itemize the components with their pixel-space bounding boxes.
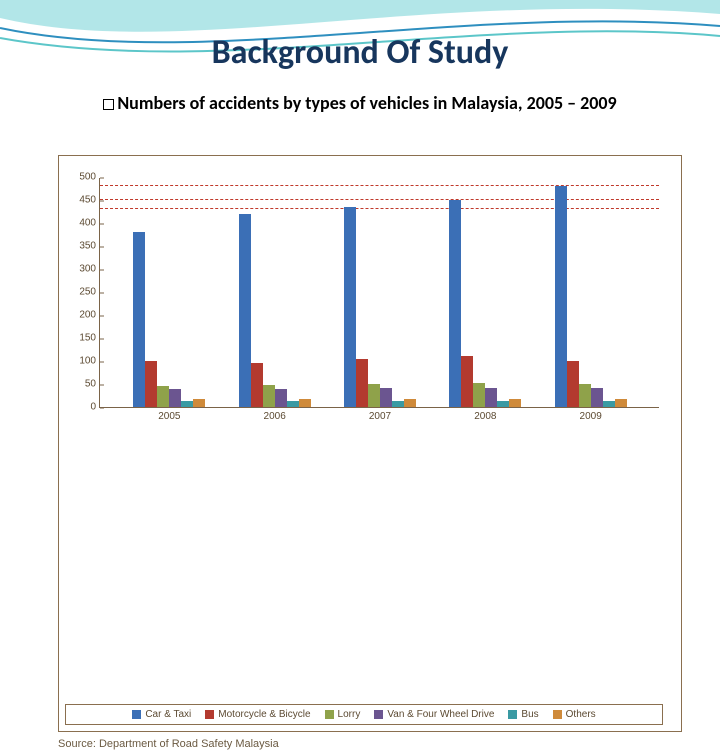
y-tick: 50 bbox=[85, 379, 100, 390]
legend-item: Lorry bbox=[325, 709, 361, 720]
legend-item: Motorcycle & Bicycle bbox=[205, 709, 310, 720]
y-tick: 0 bbox=[90, 402, 100, 413]
bar bbox=[473, 383, 485, 407]
y-tick: 200 bbox=[79, 310, 100, 321]
bar bbox=[380, 388, 392, 407]
bar bbox=[181, 401, 193, 407]
bar bbox=[567, 361, 579, 407]
x-tick-label: 2009 bbox=[580, 411, 602, 422]
bullet-icon bbox=[103, 99, 114, 110]
y-tick: 400 bbox=[79, 218, 100, 229]
legend-label: Lorry bbox=[338, 709, 361, 720]
bar-group bbox=[133, 232, 205, 407]
bar bbox=[275, 389, 287, 407]
legend-item: Bus bbox=[508, 709, 538, 720]
legend-label: Motorcycle & Bicycle bbox=[218, 709, 310, 720]
bar bbox=[615, 399, 627, 407]
bar bbox=[169, 389, 181, 407]
y-tick: 300 bbox=[79, 264, 100, 275]
legend-swatch bbox=[205, 710, 214, 719]
x-tick-label: 2005 bbox=[158, 411, 180, 422]
y-tick: 450 bbox=[79, 195, 100, 206]
bar-group bbox=[239, 214, 311, 407]
slide-title: Background Of Study bbox=[0, 32, 720, 73]
bar bbox=[461, 356, 473, 407]
legend-item: Others bbox=[553, 709, 596, 720]
bar bbox=[404, 399, 416, 407]
bar-group bbox=[344, 207, 416, 407]
y-tick: 250 bbox=[79, 287, 100, 298]
legend-swatch bbox=[553, 710, 562, 719]
bar bbox=[497, 401, 509, 407]
subtitle-text: Numbers of accidents by types of vehicle… bbox=[117, 92, 616, 114]
plot-area: 0501001502002503003504004505002005200620… bbox=[99, 178, 659, 408]
slide-subtitle: Numbers of accidents by types of vehicle… bbox=[40, 92, 680, 114]
bar bbox=[356, 359, 368, 407]
bar bbox=[287, 401, 299, 407]
legend-swatch bbox=[374, 710, 383, 719]
legend-swatch bbox=[132, 710, 141, 719]
bar bbox=[392, 401, 404, 407]
bar bbox=[579, 384, 591, 407]
bar bbox=[449, 200, 461, 407]
bar bbox=[344, 207, 356, 407]
y-tick: 500 bbox=[79, 172, 100, 183]
legend-label: Van & Four Wheel Drive bbox=[387, 709, 494, 720]
legend-item: Van & Four Wheel Drive bbox=[374, 709, 494, 720]
y-tick: 150 bbox=[79, 333, 100, 344]
bar-group bbox=[449, 200, 521, 407]
legend-label: Others bbox=[566, 709, 596, 720]
bar bbox=[157, 386, 169, 407]
bar bbox=[509, 399, 521, 407]
legend-swatch bbox=[325, 710, 334, 719]
bar bbox=[263, 385, 275, 407]
bar-group bbox=[555, 186, 627, 407]
legend-label: Bus bbox=[521, 709, 538, 720]
bar bbox=[145, 361, 157, 407]
bar bbox=[368, 384, 380, 407]
x-tick-label: 2008 bbox=[474, 411, 496, 422]
bar bbox=[603, 401, 615, 407]
bar bbox=[193, 399, 205, 407]
bar bbox=[133, 232, 145, 407]
legend-label: Car & Taxi bbox=[145, 709, 191, 720]
bar bbox=[239, 214, 251, 407]
chart-legend: Car & Taxi Motorcycle & Bicycle Lorry Van &… bbox=[65, 704, 663, 725]
x-tick-label: 2007 bbox=[369, 411, 391, 422]
x-tick-label: 2006 bbox=[264, 411, 286, 422]
chart-container: 0 50 100 150 200 250 300 350 400 450 500 2005 2006 20… bbox=[58, 155, 682, 732]
legend-swatch bbox=[508, 710, 517, 719]
bar bbox=[591, 388, 603, 407]
bar bbox=[299, 399, 311, 407]
bar bbox=[251, 363, 263, 407]
bar bbox=[485, 388, 497, 407]
chart-source: Source: Department of Road Safety Malays… bbox=[58, 738, 279, 750]
grouped-bar-chart: 0 50 100 150 200 250 300 350 400 450 500 2005 2006 20… bbox=[65, 160, 669, 430]
bar bbox=[555, 186, 567, 407]
y-tick: 350 bbox=[79, 241, 100, 252]
legend-item: Car & Taxi bbox=[132, 709, 191, 720]
y-tick: 100 bbox=[79, 356, 100, 367]
